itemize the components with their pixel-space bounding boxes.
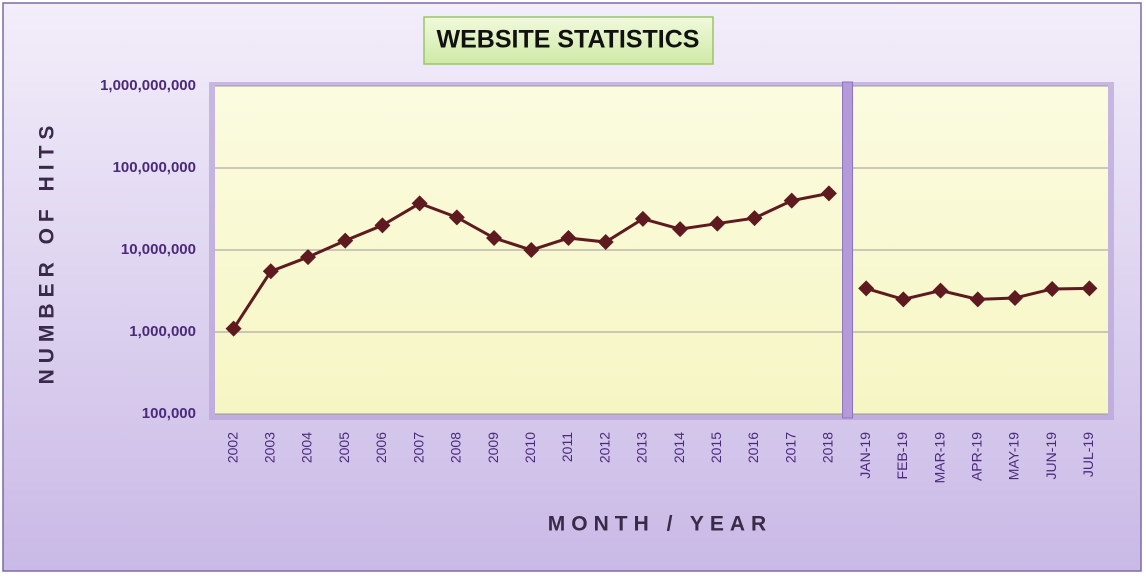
x-tick-label: MAR-19 [931, 432, 947, 484]
x-tick-label: 2007 [410, 432, 426, 463]
x-tick-label: 2016 [745, 432, 761, 463]
data-point [225, 320, 242, 337]
data-point [634, 210, 651, 227]
x-tick-label: 2011 [559, 432, 575, 462]
data-point [1081, 280, 1098, 297]
x-tick-label: JAN-19 [857, 432, 873, 479]
x-tick-label: 2004 [299, 432, 315, 463]
x-tick-label: 2005 [336, 432, 352, 463]
section-divider [842, 81, 854, 419]
x-tick-label: 2012 [596, 432, 612, 463]
x-tick-label: 2014 [671, 432, 687, 463]
data-point [1006, 289, 1023, 306]
x-tick-label: 2003 [262, 432, 278, 463]
y-tick-label: 1,000,000 [129, 323, 196, 340]
data-point [858, 280, 875, 297]
data-point [374, 217, 391, 234]
data-point [969, 291, 986, 308]
x-tick-label: 2008 [448, 432, 464, 463]
data-point [560, 230, 577, 247]
x-tick-label: JUN-19 [1043, 432, 1059, 480]
x-tick-label: 2009 [485, 432, 501, 463]
y-tick-label: 10,000,000 [121, 241, 196, 258]
y-tick-label: 100,000,000 [113, 159, 196, 176]
x-tick-label: 2006 [373, 432, 389, 463]
y-tick-label: 1,000,000,000 [100, 77, 196, 94]
data-point [820, 185, 837, 202]
data-point [486, 230, 503, 247]
data-point [597, 234, 614, 251]
x-tick-label: 2015 [708, 432, 724, 463]
data-point [523, 242, 540, 258]
x-tick-label: 2018 [820, 432, 836, 463]
data-point [672, 221, 689, 238]
data-point [448, 209, 465, 226]
x-tick-label: 2017 [782, 432, 798, 463]
x-axis-title: MONTH / YEAR [548, 513, 772, 536]
data-point [783, 192, 800, 209]
x-tick-label: 2013 [634, 432, 650, 463]
y-axis-title: NUMBER OF HITS [36, 120, 59, 385]
x-tick-label: MAY-19 [1006, 432, 1022, 480]
x-tick-label: 2002 [224, 432, 240, 463]
data-point [1044, 280, 1061, 297]
title-box [423, 16, 714, 65]
data-point [746, 210, 763, 227]
x-tick-label: JUL-19 [1080, 432, 1096, 477]
data-point [337, 232, 354, 249]
data-point [709, 215, 726, 232]
data-point [300, 249, 317, 266]
x-tick-label: FEB-19 [894, 432, 910, 480]
data-point [262, 263, 279, 280]
chart-title: WEBSITE STATISTICS [437, 26, 700, 54]
data-point [932, 282, 949, 299]
x-tick-label: APR-19 [968, 432, 984, 481]
data-point [895, 291, 912, 308]
data-point [411, 195, 428, 212]
x-tick-label: 2010 [522, 432, 538, 463]
y-tick-label: 100,000 [142, 405, 196, 422]
